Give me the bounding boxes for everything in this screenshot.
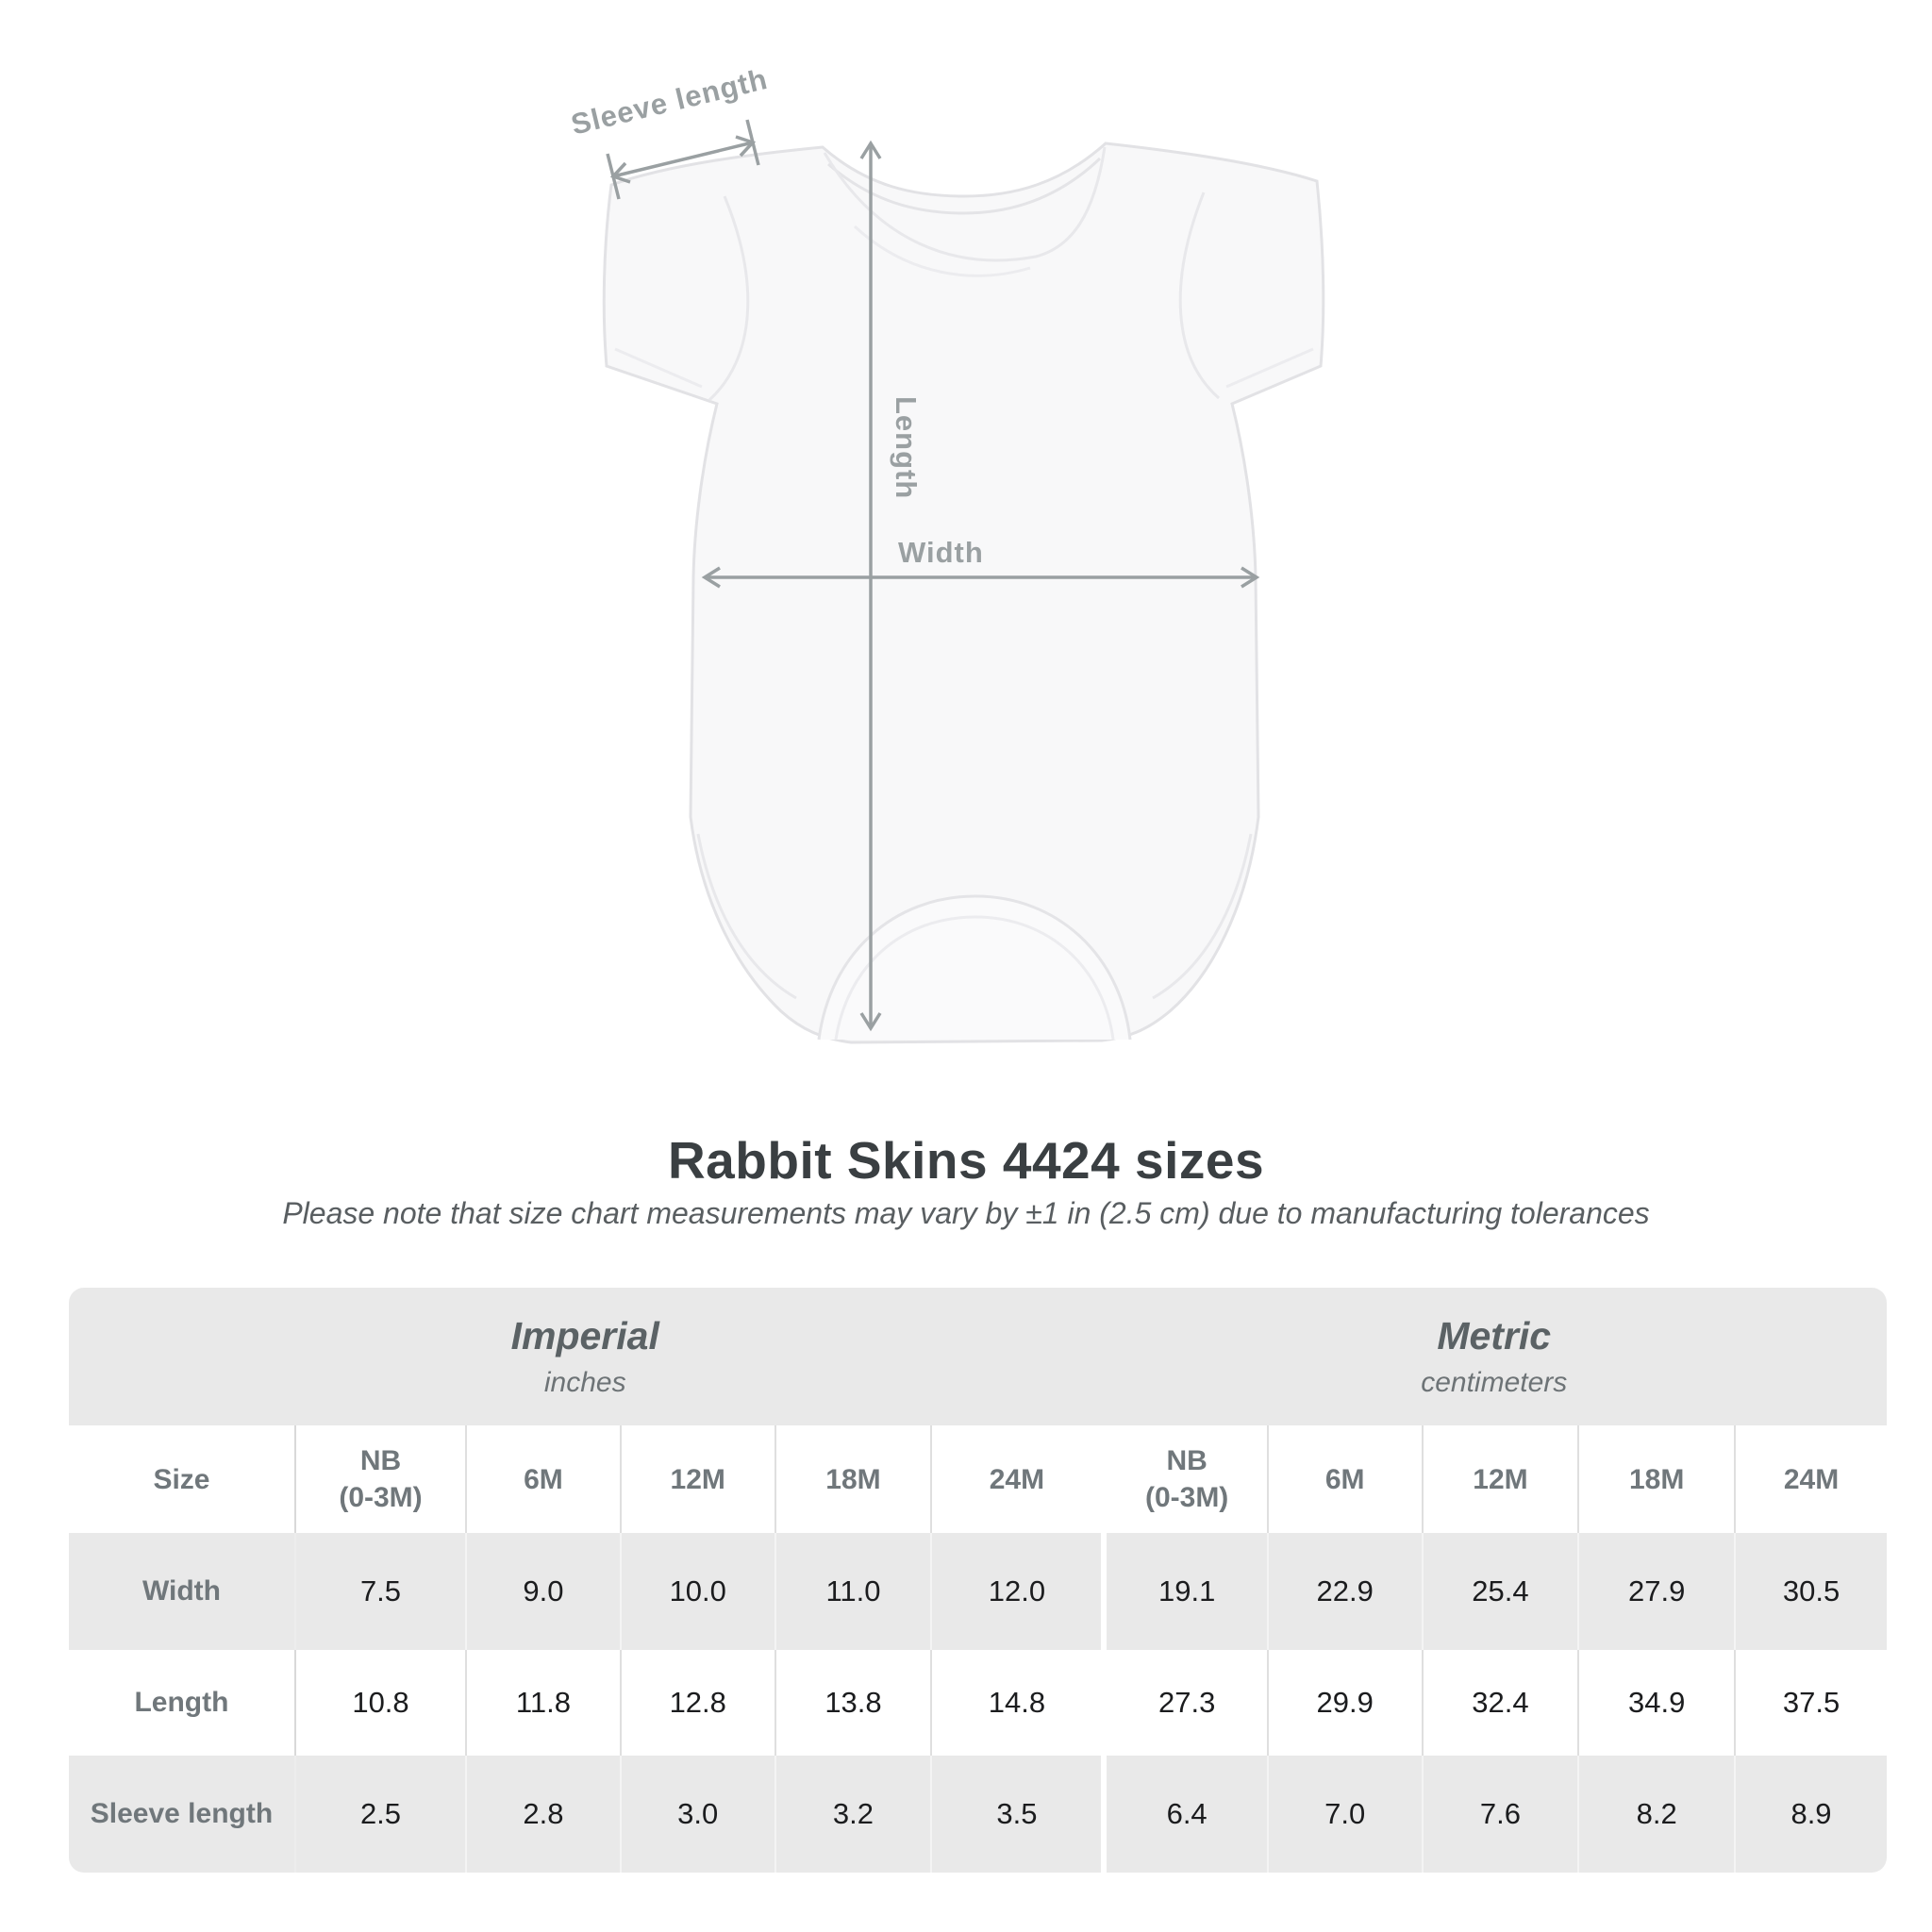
table-row-sleeve-length: Sleeve length 2.5 2.8 3.0 3.2 3.5 6.4 7.… [69,1756,1887,1873]
col-imperial-18m: 18M [774,1425,931,1533]
length-dimension-line [859,140,882,1032]
page-title: Rabbit Skins 4424 sizes [667,1131,1265,1190]
cell: 12.8 [619,1650,774,1756]
cell: 6.4 [1101,1756,1267,1873]
metric-title: Metric [1437,1313,1552,1357]
cell: 2.5 [293,1756,466,1873]
measurement-annotations [606,119,1260,1032]
cell: 7.6 [1421,1756,1578,1873]
cell: 3.2 [774,1756,931,1873]
cell: 27.9 [1577,1533,1735,1650]
cell: 3.5 [930,1756,1102,1873]
length-label: Length [890,396,923,499]
cell: 9.0 [465,1533,620,1650]
size-header-row: Size NB (0-3M) 6M 12M 18M 24M NB (0-3M) … [69,1425,1887,1533]
bodysuit-measurement-diagram: Sleeve length Length Width [568,62,1325,1044]
cell: 11.0 [774,1533,931,1650]
col-imperial-nb: NB (0-3M) [293,1425,466,1533]
sleeve-dimension-line [606,119,760,200]
cell: 32.4 [1421,1650,1578,1756]
cell: 11.8 [465,1650,620,1756]
metric-unit: centimeters [1421,1366,1568,1398]
cell: 13.8 [774,1650,931,1756]
metric-header: Metric centimeters [1101,1288,1887,1425]
cell: 12.0 [930,1533,1102,1650]
cell: 34.9 [1577,1650,1735,1756]
row-label-sleeve-length: Sleeve length [69,1756,294,1873]
width-label: Width [898,536,984,569]
cell: 10.8 [293,1650,466,1756]
table-row-width: Width 7.5 9.0 10.0 11.0 12.0 19.1 22.9 2… [69,1533,1887,1650]
col-metric-18m: 18M [1577,1425,1735,1533]
col-metric-12m: 12M [1421,1425,1578,1533]
cell: 7.5 [293,1533,466,1650]
units-header-row: Imperial inches Metric centimeters [69,1288,1887,1425]
cell: 22.9 [1266,1533,1422,1650]
cell: 25.4 [1421,1533,1578,1650]
imperial-header: Imperial inches [69,1288,1102,1425]
sleeve-length-label: Sleeve length [568,62,771,142]
cell: 37.5 [1734,1650,1887,1756]
imperial-unit: inches [543,1366,626,1398]
row-label-length: Length [69,1650,294,1756]
col-imperial-24m: 24M [930,1425,1102,1533]
cell: 8.2 [1577,1756,1735,1873]
cell: 29.9 [1266,1650,1422,1756]
size-table: Imperial inches Metric centimeters Size … [69,1288,1887,1873]
imperial-title: Imperial [510,1313,659,1357]
row-label-width: Width [69,1533,294,1650]
cell: 8.9 [1734,1756,1887,1873]
cell: 27.3 [1101,1650,1267,1756]
size-column-header: Size [69,1425,294,1533]
cell: 3.0 [619,1756,774,1873]
cell: 2.8 [465,1756,620,1873]
cell: 14.8 [930,1650,1102,1756]
cell: 7.0 [1266,1756,1422,1873]
col-metric-6m: 6M [1266,1425,1422,1533]
col-imperial-6m: 6M [465,1425,620,1533]
width-dimension-line [701,566,1260,589]
cell: 30.5 [1734,1533,1887,1650]
table-row-length: Length 10.8 11.8 12.8 13.8 14.8 27.3 29.… [69,1650,1887,1756]
col-metric-nb: NB (0-3M) [1101,1425,1267,1533]
cell: 19.1 [1101,1533,1267,1650]
bodysuit-silhouette [602,142,1325,1044]
tolerance-note: Please note that size chart measurements… [282,1196,1650,1230]
col-metric-24m: 24M [1734,1425,1887,1533]
bodysuit-diagram-svg: Sleeve length Length Width [568,62,1325,1044]
col-imperial-12m: 12M [619,1425,774,1533]
cell: 10.0 [619,1533,774,1650]
